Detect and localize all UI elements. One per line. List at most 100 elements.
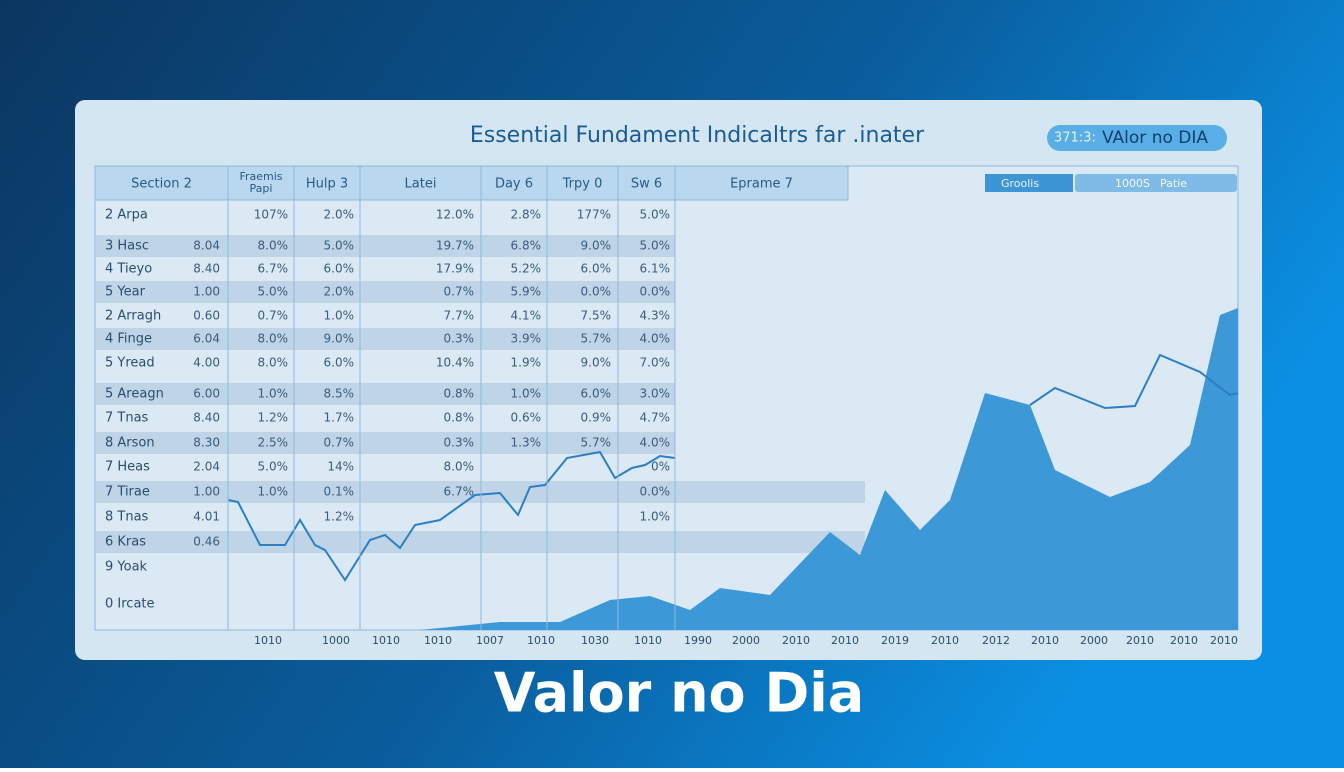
header-label: Latei bbox=[405, 177, 437, 192]
toolbar-label[interactable]: Groolis bbox=[1001, 177, 1039, 190]
cell-value: 0.3% bbox=[444, 332, 475, 346]
axis-label: 2010 bbox=[831, 634, 859, 647]
header-label: Fraemis Papi bbox=[239, 170, 282, 195]
header-cell bbox=[480, 165, 548, 201]
cell-value: 7.5% bbox=[581, 309, 612, 323]
cell-value: 6.1% bbox=[640, 262, 671, 276]
cell-value: 6.0% bbox=[324, 262, 355, 276]
axis-label: 1010 bbox=[527, 634, 555, 647]
header-cell bbox=[94, 165, 229, 201]
cell-value: 0.7% bbox=[324, 436, 355, 450]
cell-value: 1.0% bbox=[258, 485, 289, 499]
row-label: 7 Tnas bbox=[105, 411, 149, 426]
row-label: 5 Year bbox=[105, 285, 146, 300]
axis-label: 2010 bbox=[931, 634, 959, 647]
cell-value: 1.3% bbox=[511, 436, 542, 450]
row-label: 5 Yread bbox=[105, 356, 155, 371]
cell-value: 4.1% bbox=[511, 309, 542, 323]
cell-value: 1.9% bbox=[511, 356, 542, 370]
axis-label: 1990 bbox=[684, 634, 712, 647]
cell-value: 1.2% bbox=[258, 411, 289, 425]
cell-value: 8.0% bbox=[444, 460, 475, 474]
header-cell bbox=[617, 165, 676, 201]
header-label: Hulp 3 bbox=[306, 177, 348, 192]
cell-value: 0.8% bbox=[444, 387, 475, 401]
axis-label: 2012 bbox=[982, 634, 1010, 647]
header-label: Day 6 bbox=[495, 177, 533, 192]
cell-value: 8.0% bbox=[258, 356, 289, 370]
cell-value: 1.0% bbox=[511, 387, 542, 401]
cell-value: 6.7% bbox=[444, 485, 475, 499]
cell-value: 5.0% bbox=[640, 208, 671, 222]
cell-value: 0.60 bbox=[193, 309, 220, 323]
cell-value: 4.7% bbox=[640, 411, 671, 425]
cell-value: 4.0% bbox=[640, 436, 671, 450]
toolbar-field[interactable] bbox=[1075, 174, 1237, 192]
header-cell bbox=[293, 165, 361, 201]
axis-label: 1010 bbox=[254, 634, 282, 647]
row-label: 2 Arragh bbox=[105, 309, 161, 324]
row-stripe bbox=[96, 281, 675, 303]
row-stripe bbox=[96, 383, 675, 405]
cell-value: 1.0% bbox=[640, 510, 671, 524]
cell-value: 4.01 bbox=[193, 510, 220, 524]
row-stripe bbox=[96, 432, 675, 454]
cell-value: 7.0% bbox=[640, 356, 671, 370]
cell-value: 1.7% bbox=[324, 411, 355, 425]
cell-value: 9.0% bbox=[581, 356, 612, 370]
cell-value: 5.0% bbox=[258, 285, 289, 299]
cell-value: 1.00 bbox=[193, 285, 220, 299]
cell-value: 6.0% bbox=[581, 387, 612, 401]
trend-line bbox=[227, 450, 676, 582]
toolbar-label[interactable]: Patie bbox=[1160, 177, 1187, 190]
row-stripe bbox=[96, 328, 675, 350]
caption: Valor no Dia bbox=[494, 662, 864, 725]
cell-value: 5.0% bbox=[640, 239, 671, 253]
axis-label: 2010 bbox=[1126, 634, 1154, 647]
row-label: 9 Yoak bbox=[105, 560, 148, 575]
cell-value: 4.3% bbox=[640, 309, 671, 323]
row-stripe bbox=[96, 235, 675, 257]
header-cell bbox=[674, 165, 849, 201]
cell-value: 3.9% bbox=[511, 332, 542, 346]
cell-value: 8.30 bbox=[193, 436, 220, 450]
cell-value: 5.2% bbox=[511, 262, 542, 276]
header-label: Eprame 7 bbox=[730, 177, 793, 192]
table: Section 2 Fraemis Papi Hulp 3 Latei Day 6 Trpy… bbox=[94, 165, 1238, 647]
cell-value: 8.40 bbox=[193, 411, 220, 425]
axis-label: 1007 bbox=[476, 634, 504, 647]
row-label: 2 Arpa bbox=[105, 208, 148, 223]
header-label: Section 2 bbox=[131, 177, 192, 192]
cell-value: 8.04 bbox=[193, 239, 220, 253]
cell-value: 0.7% bbox=[258, 309, 289, 323]
cell-value: 0% bbox=[651, 460, 670, 474]
cell-value: 8.40 bbox=[193, 262, 220, 276]
header-cell bbox=[546, 165, 619, 201]
toolbar-label[interactable]: 1000S bbox=[1115, 177, 1150, 190]
cell-value: 10.4% bbox=[436, 356, 474, 370]
cell-value: 3.0% bbox=[640, 387, 671, 401]
cell-value: 8.0% bbox=[258, 332, 289, 346]
cell-value: 14% bbox=[327, 460, 354, 474]
cell-value: 0.8% bbox=[444, 411, 475, 425]
axis-label: 2010 bbox=[1031, 634, 1059, 647]
axis-label: 1030 bbox=[581, 634, 609, 647]
badge-code: 371:3: bbox=[1054, 131, 1096, 146]
header-label: Trpy 0 bbox=[562, 177, 603, 192]
axis-label: 1000 bbox=[322, 634, 350, 647]
toolbar-button[interactable] bbox=[985, 174, 1073, 192]
cell-value: 5.9% bbox=[511, 285, 542, 299]
row-label: 3 Hasc bbox=[105, 239, 149, 254]
row-label: 5 Areagn bbox=[105, 387, 164, 402]
row-label: 8 Tnas bbox=[105, 510, 149, 525]
axis-label: 2000 bbox=[732, 634, 760, 647]
cell-value: 2.04 bbox=[193, 460, 220, 474]
cell-value: 5.7% bbox=[581, 332, 612, 346]
area-shape bbox=[420, 308, 1238, 630]
cell-value: 1.2% bbox=[324, 510, 355, 524]
cell-value: 8.0% bbox=[258, 239, 289, 253]
cell-value: 0.9% bbox=[581, 411, 612, 425]
cell-value: 1.0% bbox=[324, 309, 355, 323]
